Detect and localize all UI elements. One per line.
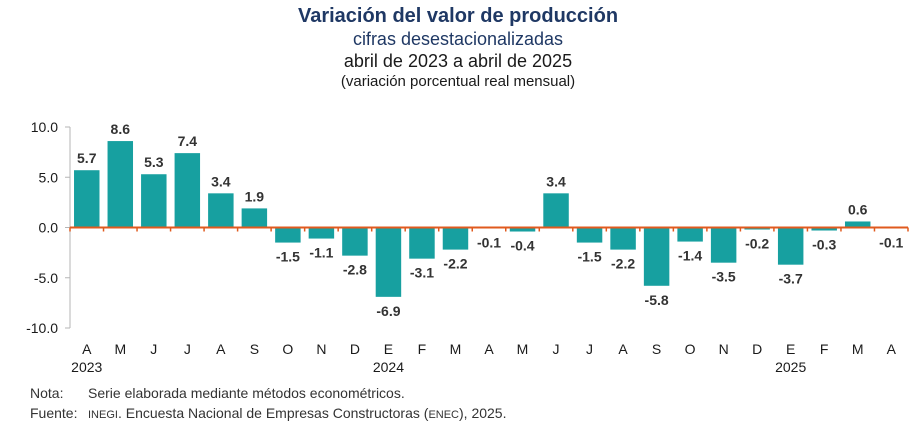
x-tick-label: N [316,341,326,357]
data-label: -2.2 [443,256,467,272]
bar [811,227,837,231]
data-label: -3.7 [779,271,803,287]
x-tick-label: J [553,341,560,357]
data-label: 5.3 [144,154,164,170]
data-label: -6.9 [376,303,400,319]
data-label: 3.4 [211,173,231,189]
y-tick-label: -5.0 [34,270,58,286]
source-abbr: ENEC [428,409,459,421]
bar [643,227,670,286]
bar [509,227,536,232]
x-tick-label: D [350,341,360,357]
data-label: -0.1 [477,235,501,251]
data-label: 8.6 [111,121,131,137]
data-label: -0.1 [879,235,903,251]
data-label: -1.4 [678,248,702,264]
x-tick-label: A [216,341,226,357]
year-label: 2023 [71,359,102,375]
x-tick-label: A [618,341,628,357]
year-label: 2024 [373,359,404,375]
bar [409,227,435,259]
bar [576,227,603,243]
bar [241,208,268,228]
data-label: -2.8 [343,262,367,278]
source-label: Fuente: [30,405,78,421]
x-tick-label: J [150,341,157,357]
bar [744,227,770,230]
x-tick-label: J [184,341,191,357]
source-org: INEGI [88,409,118,421]
x-tick-label: N [719,341,729,357]
source-line: Fuente: INEGI. Encuesta Nacional de Empre… [30,403,506,425]
x-tick-label: E [786,341,795,357]
chart-subtitle-1: cifras desestacionalizadas [352,29,564,49]
y-tick-label: 5.0 [39,169,59,185]
x-tick-label: D [752,341,762,357]
x-tick-label: F [418,341,427,357]
bar [844,221,871,228]
x-tick-label: A [887,341,897,357]
data-label: 7.4 [178,133,198,149]
x-tick-label: O [685,341,696,357]
x-tick-label: S [250,341,259,357]
data-label: -1.5 [577,249,601,265]
chart-subtitle-2: abril de 2023 a abril de 2025 [343,51,573,71]
x-tick-label: F [820,341,829,357]
chart-title: Variación del valor de producción [297,5,619,27]
bar [677,227,703,242]
y-tick-label: 0.0 [39,220,59,236]
data-label: -0.3 [812,237,836,253]
bar [174,153,201,228]
chart-titles: Variación del valor de producción cifras… [0,4,916,92]
x-tick-label: M [852,341,864,357]
bar [275,227,301,243]
x-tick-label: E [384,341,393,357]
x-tick-label: J [586,341,593,357]
chart-subtitle-3: (variación porcentual real mensual) [340,73,576,90]
bar [342,227,368,256]
bar [74,170,100,228]
y-tick-label: -10.0 [26,320,58,336]
data-label: -0.2 [745,236,769,252]
x-tick-label: S [652,341,661,357]
bar [308,227,335,239]
data-label: -3.1 [410,265,434,281]
note-text: Serie elaborada mediante métodos economé… [88,385,405,401]
bar [141,174,167,228]
data-label: 1.9 [245,188,265,204]
bar [543,193,569,228]
data-label: -2.2 [611,256,635,272]
data-label: -1.5 [276,249,300,265]
data-label: 0.6 [848,201,868,217]
bar [375,227,402,297]
note-line: Nota: Serie elaborada mediante métodos ec… [30,383,506,403]
x-tick-label: M [517,341,529,357]
bar [777,227,804,265]
data-label: -5.8 [645,292,669,308]
data-label: 3.4 [546,173,566,189]
bar [710,227,737,263]
note-label: Nota: [30,385,64,401]
data-label: -3.5 [712,269,736,285]
bar [442,227,469,250]
data-label: 5.7 [77,150,97,166]
data-label: -0.4 [510,238,534,254]
source-text: . Encuesta Nacional de Empresas Construc… [117,405,429,421]
source-end: ), 2025. [459,405,507,421]
chart-notes: Nota: Serie elaborada mediante métodos ec… [30,383,506,425]
x-tick-label: M [114,341,126,357]
bar [208,193,234,228]
bar [610,227,636,250]
x-tick-label: M [450,341,462,357]
y-tick-label: 10.0 [31,119,58,135]
bar [107,141,134,228]
year-label: 2025 [775,359,806,375]
x-tick-label: A [82,341,92,357]
data-label: -1.1 [309,245,333,261]
x-tick-label: O [282,341,293,357]
x-tick-label: A [484,341,494,357]
